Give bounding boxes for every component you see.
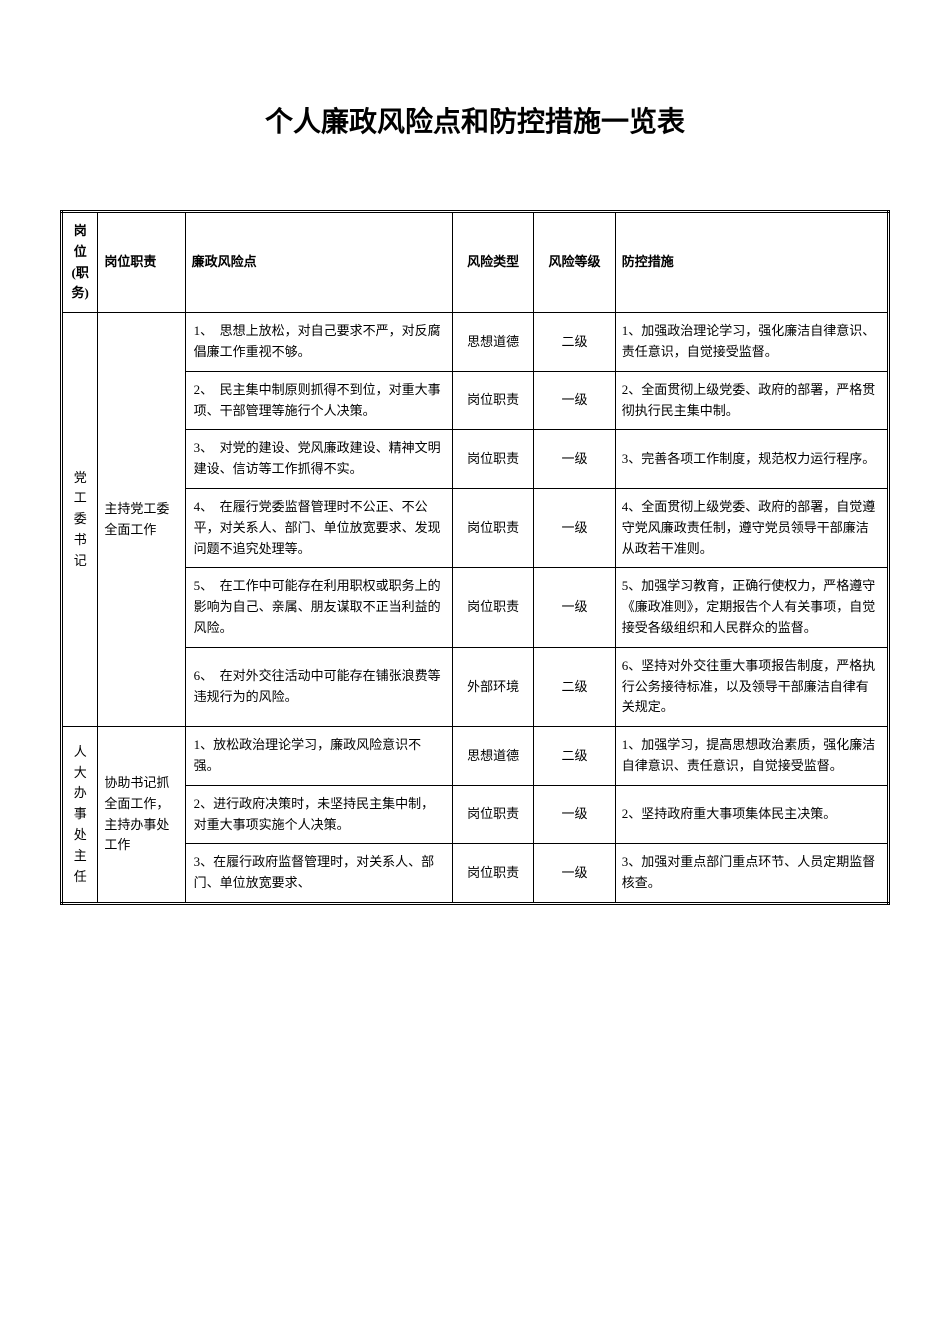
cell-position: 党工委书记 [62, 313, 98, 727]
risk-table: 岗位(职务) 岗位职责 廉政风险点 风险类型 风险等级 防控措施 党工委书记主持… [60, 210, 890, 905]
table-header-row: 岗位(职务) 岗位职责 廉政风险点 风险类型 风险等级 防控措施 [62, 212, 889, 313]
table-row: 党工委书记主持党工委全面工作1、 思想上放松，对自己要求不严，对反腐倡廉工作重视… [62, 313, 889, 372]
cell-measure: 3、加强对重点部门重点环节、人员定期监督核查。 [615, 844, 888, 904]
table-row: 4、 在履行党委监督管理时不公正、不公平，对关系人、部门、单位放宽要求、发现问题… [62, 488, 889, 567]
cell-risk-type: 岗位职责 [453, 844, 534, 904]
header-risk-type: 风险类型 [453, 212, 534, 313]
cell-position: 人大办事处主任 [62, 727, 98, 904]
header-measure: 防控措施 [615, 212, 888, 313]
cell-risk-point: 1、 思想上放松，对自己要求不严，对反腐倡廉工作重视不够。 [185, 313, 452, 372]
cell-measure: 5、加强学习教育，正确行使权力，严格遵守《廉政准则》，定期报告个人有关事项，自觉… [615, 568, 888, 647]
cell-risk-point: 2、 民主集中制原则抓得不到位，对重大事项、干部管理等施行个人决策。 [185, 371, 452, 430]
table-row: 3、 对党的建设、党风廉政建设、精神文明建设、信访等工作抓得不实。岗位职责一级3… [62, 430, 889, 489]
cell-risk-point: 3、 对党的建设、党风廉政建设、精神文明建设、信访等工作抓得不实。 [185, 430, 452, 489]
cell-risk-type: 思想道德 [453, 727, 534, 786]
cell-measure: 2、全面贯彻上级党委、政府的部署，严格贯彻执行民主集中制。 [615, 371, 888, 430]
cell-risk-type: 思想道德 [453, 313, 534, 372]
table-row: 人大办事处主任协助书记抓全面工作，主持办事处工作1、放松政治理论学习，廉政风险意… [62, 727, 889, 786]
cell-risk-level: 一级 [534, 844, 615, 904]
cell-risk-level: 二级 [534, 727, 615, 786]
header-risk-level: 风险等级 [534, 212, 615, 313]
cell-risk-point: 5、 在工作中可能存在利用职权或职务上的影响为自己、亲属、朋友谋取不正当利益的风… [185, 568, 452, 647]
cell-risk-type: 岗位职责 [453, 371, 534, 430]
cell-risk-level: 二级 [534, 647, 615, 726]
cell-measure: 6、坚持对外交往重大事项报告制度，严格执行公务接待标准，以及领导干部廉洁自律有关… [615, 647, 888, 726]
cell-risk-type: 岗位职责 [453, 488, 534, 567]
cell-risk-level: 一级 [534, 488, 615, 567]
cell-risk-level: 二级 [534, 313, 615, 372]
cell-risk-level: 一级 [534, 785, 615, 844]
header-risk-point: 廉政风险点 [185, 212, 452, 313]
cell-risk-point: 1、放松政治理论学习，廉政风险意识不强。 [185, 727, 452, 786]
cell-measure: 3、完善各项工作制度，规范权力运行程序。 [615, 430, 888, 489]
table-row: 5、 在工作中可能存在利用职权或职务上的影响为自己、亲属、朋友谋取不正当利益的风… [62, 568, 889, 647]
cell-risk-point: 3、在履行政府监督管理时，对关系人、部门、单位放宽要求、 [185, 844, 452, 904]
page-title: 个人廉政风险点和防控措施一览表 [60, 100, 890, 140]
cell-risk-type: 岗位职责 [453, 568, 534, 647]
cell-risk-level: 一级 [534, 568, 615, 647]
table-row: 2、 民主集中制原则抓得不到位，对重大事项、干部管理等施行个人决策。岗位职责一级… [62, 371, 889, 430]
cell-risk-point: 4、 在履行党委监督管理时不公正、不公平，对关系人、部门、单位放宽要求、发现问题… [185, 488, 452, 567]
cell-measure: 1、加强政治理论学习，强化廉洁自律意识、责任意识，自觉接受监督。 [615, 313, 888, 372]
cell-risk-level: 一级 [534, 430, 615, 489]
cell-risk-type: 岗位职责 [453, 430, 534, 489]
cell-measure: 2、坚持政府重大事项集体民主决策。 [615, 785, 888, 844]
cell-risk-point: 6、 在对外交往活动中可能存在铺张浪费等违规行为的风险。 [185, 647, 452, 726]
cell-duty: 主持党工委全面工作 [98, 313, 185, 727]
cell-risk-type: 岗位职责 [453, 785, 534, 844]
cell-measure: 4、全面贯彻上级党委、政府的部署，自觉遵守党风廉政责任制，遵守党员领导干部廉洁从… [615, 488, 888, 567]
table-row: 2、进行政府决策时，未坚持民主集中制，对重大事项实施个人决策。岗位职责一级2、坚… [62, 785, 889, 844]
header-duty: 岗位职责 [98, 212, 185, 313]
cell-risk-point: 2、进行政府决策时，未坚持民主集中制，对重大事项实施个人决策。 [185, 785, 452, 844]
cell-measure: 1、加强学习，提高思想政治素质，强化廉洁自律意识、责任意识，自觉接受监督。 [615, 727, 888, 786]
header-position: 岗位(职务) [62, 212, 98, 313]
table-row: 6、 在对外交往活动中可能存在铺张浪费等违规行为的风险。外部环境二级6、坚持对外… [62, 647, 889, 726]
cell-risk-type: 外部环境 [453, 647, 534, 726]
cell-duty: 协助书记抓全面工作，主持办事处工作 [98, 727, 185, 904]
table-row: 3、在履行政府监督管理时，对关系人、部门、单位放宽要求、岗位职责一级3、加强对重… [62, 844, 889, 904]
cell-risk-level: 一级 [534, 371, 615, 430]
